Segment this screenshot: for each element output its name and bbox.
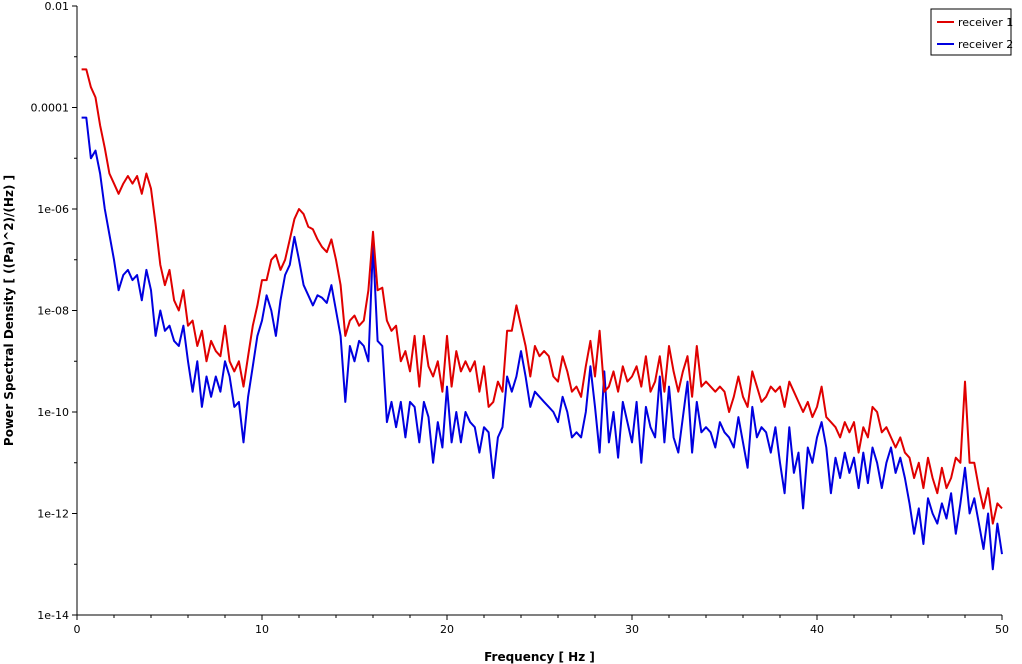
x-tick-label: 10: [255, 623, 269, 636]
x-tick-label: 50: [995, 623, 1009, 636]
x-tick-label: 30: [625, 623, 639, 636]
y-tick-label: 0.0001: [31, 102, 70, 115]
y-axis-title: Power Spectral Density [ ((Pa)^2)/(Hz) ]: [2, 175, 16, 446]
x-tick-label: 0: [74, 623, 81, 636]
legend-box: [930, 8, 1012, 56]
series-layer: [81, 68, 1003, 571]
series-line-receiver-1: [81, 68, 1003, 525]
y-tick-label: 1e-06: [37, 203, 69, 216]
legend-label: receiver 2: [958, 38, 1013, 51]
axes: 0.01 0.0001 1e-06 1e-08 1e-10 1e-12 1e-14 0 10 20…: [31, 0, 1010, 636]
x-tick-label: 40: [810, 623, 824, 636]
series-line-receiver-2: [81, 116, 1003, 571]
legend-label: receiver 1: [958, 16, 1013, 29]
x-axis-title: Frequency [ Hz ]: [484, 650, 595, 664]
y-tick-label: 1e-14: [37, 609, 69, 622]
y-tick-label: 1e-12: [37, 508, 69, 521]
legend: receiver 1 receiver 2: [930, 8, 1013, 56]
x-tick-label: 20: [440, 623, 454, 636]
y-tick-label: 0.01: [45, 0, 70, 13]
y-tick-label: 1e-08: [37, 305, 69, 318]
y-tick-label: 1e-10: [37, 406, 69, 419]
